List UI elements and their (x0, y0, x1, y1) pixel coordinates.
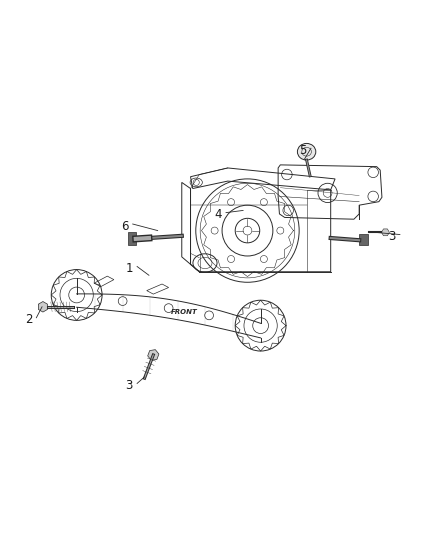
Polygon shape (148, 350, 159, 360)
Polygon shape (359, 234, 368, 246)
Text: 5: 5 (300, 144, 307, 157)
Text: 2: 2 (25, 313, 32, 326)
Text: 6: 6 (121, 220, 129, 233)
Text: 3: 3 (389, 230, 396, 243)
Text: FRONT: FRONT (170, 310, 198, 316)
Polygon shape (39, 302, 47, 312)
Polygon shape (128, 232, 136, 245)
Text: 3: 3 (126, 379, 133, 392)
Polygon shape (381, 229, 389, 236)
Ellipse shape (297, 143, 316, 160)
Text: 4: 4 (214, 208, 222, 221)
Text: 1: 1 (125, 262, 133, 275)
